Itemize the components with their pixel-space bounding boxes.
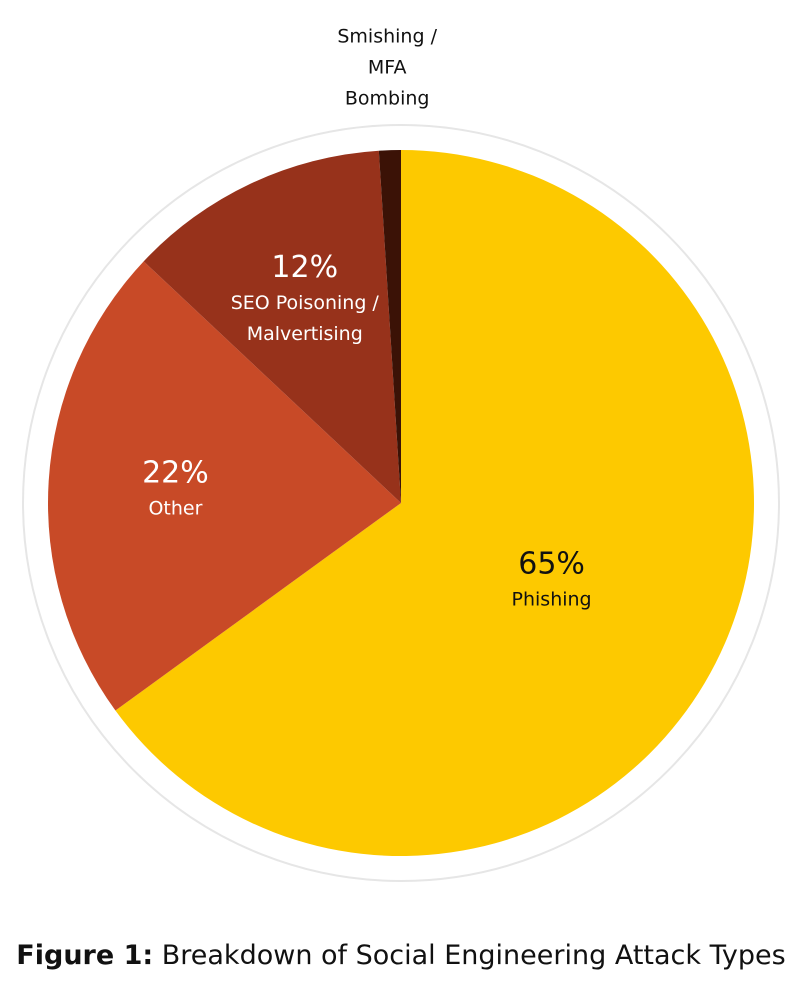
caption-label: Figure 1: <box>16 940 154 971</box>
value-label: 65% <box>518 546 585 582</box>
caption: Figure 1: Breakdown of Social Engineerin… <box>0 940 802 971</box>
slice-label: 1% Smishing / MFA Bombing <box>325 0 450 115</box>
slice-label: 65% Phishing <box>466 544 638 615</box>
slice-label: 22% Other <box>89 453 261 524</box>
pie-slice <box>378 150 401 503</box>
slice-label: 12% SEO Poisoning / Malvertising <box>219 248 391 350</box>
outer-ring <box>22 124 780 882</box>
pie-slice <box>143 150 401 503</box>
pie-slice <box>115 150 755 857</box>
category-label: SEO Poisoning / Malvertising <box>230 291 379 345</box>
caption-text: Breakdown of Social Engineering Attack T… <box>161 940 786 971</box>
value-label: 1% <box>325 0 450 8</box>
value-label: 22% <box>142 455 209 491</box>
value-label: 12% <box>271 249 339 285</box>
pie-slice <box>47 261 401 711</box>
category-label: Smishing / MFA Bombing <box>337 25 437 110</box>
category-label: Other <box>148 497 203 520</box>
category-label: Phishing <box>511 588 592 611</box>
